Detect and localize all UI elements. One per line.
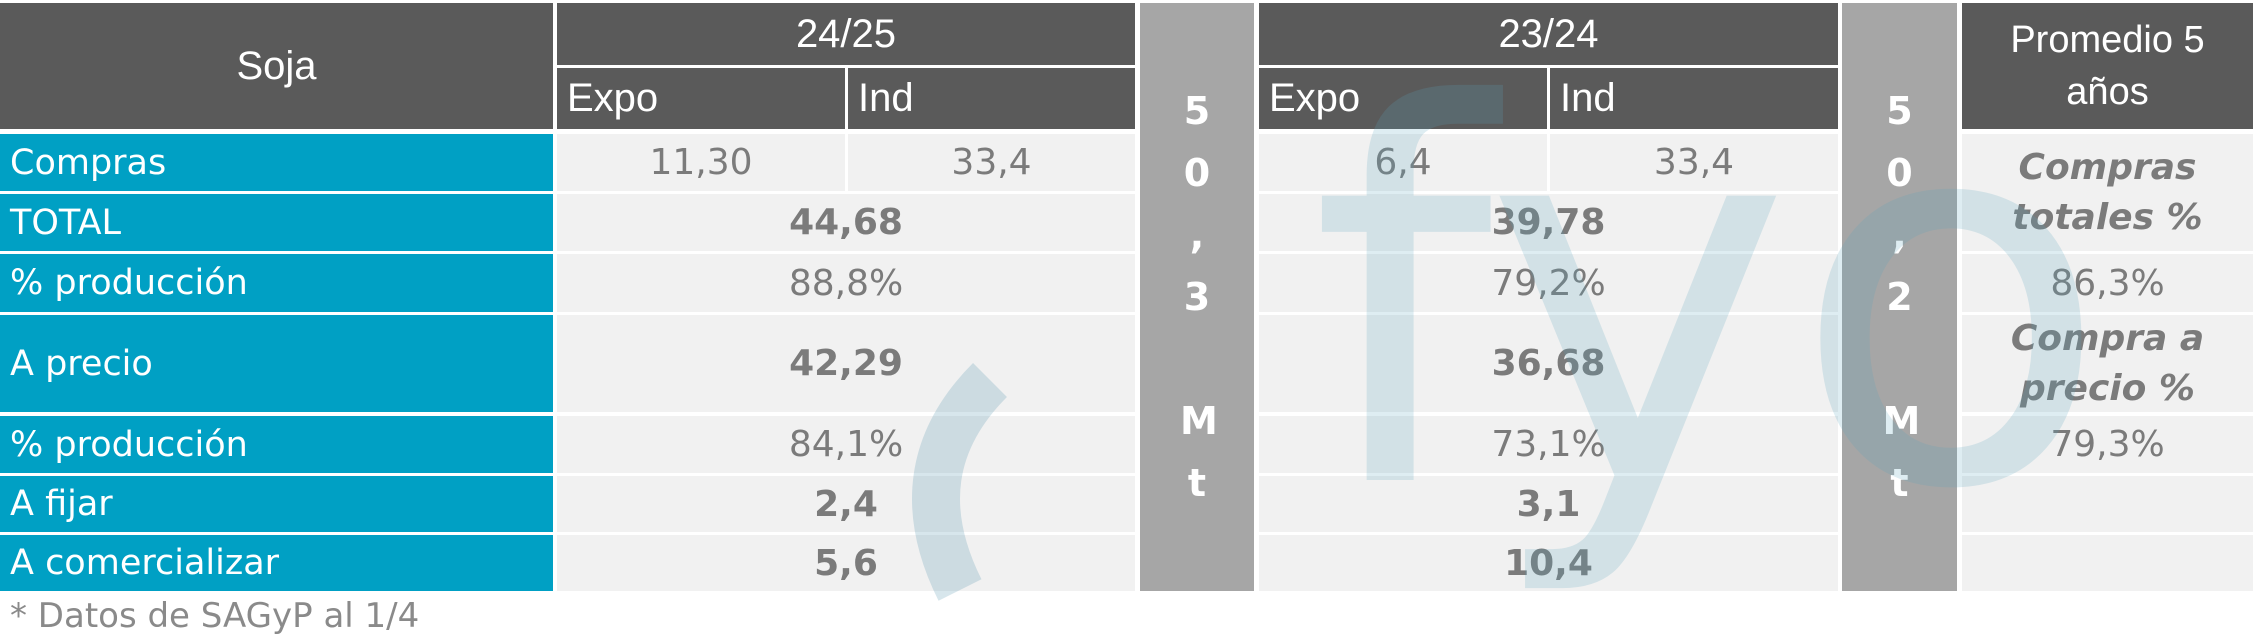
product-header: Soja — [0, 3, 553, 129]
cell-pct-precio-2324: 73,1% — [1259, 416, 1838, 473]
production-2324-value: 50,2 Mt — [1882, 89, 1921, 505]
cell-pct-2324: 79,2% — [1259, 254, 1838, 312]
row-label-compras: Compras — [0, 134, 553, 191]
avg-label-compra-precio: Compra a precio % — [1962, 315, 2253, 412]
season-header-2324: 23/24 — [1259, 3, 1838, 65]
avg-label-compras-totales: Compras totales % — [1962, 134, 2253, 251]
cell-compras-expo-2425: 11,30 — [557, 134, 845, 191]
cell-pct-2425: 88,8% — [557, 254, 1135, 312]
avg-pct-precio: 79,3% — [1962, 416, 2253, 473]
production-2425-value: 50,3 Mt — [1180, 89, 1218, 505]
expo-header-2324: Expo — [1259, 68, 1547, 129]
average-header: Promedio 5 años — [1962, 3, 2253, 129]
cell-compras-ind-2324: 33,4 — [1550, 134, 1838, 191]
cell-a-precio-2425: 42,29 — [557, 315, 1135, 412]
cell-a-comercializar-2425: 5,6 — [557, 535, 1135, 591]
avg-empty-fijar — [1962, 476, 2253, 532]
cell-a-comercializar-2324: 10,4 — [1259, 535, 1838, 591]
row-label-a-comercializar: A comercializar — [0, 535, 553, 591]
cell-compras-expo-2324: 6,4 — [1259, 134, 1547, 191]
cell-compras-ind-2425: 33,4 — [848, 134, 1135, 191]
row-label-a-precio: A precio — [0, 315, 553, 412]
cell-a-precio-2324: 36,68 — [1259, 315, 1838, 412]
row-label-total: TOTAL — [0, 194, 553, 251]
avg-pct-compras: 86,3% — [1962, 254, 2253, 312]
row-label-pct-produccion-precio: % producción — [0, 416, 553, 473]
cell-total-2324: 39,78 — [1259, 194, 1838, 251]
footnote: * Datos de SAGyP al 1/4 — [10, 596, 420, 636]
season-header-2425: 24/25 — [557, 3, 1135, 65]
production-2324: 50,2 Mt — [1842, 3, 1957, 591]
row-label-a-fijar: A fijar — [0, 476, 553, 532]
row-label-pct-produccion: % producción — [0, 254, 553, 312]
ind-header-2425: Ind — [848, 68, 1135, 129]
cell-a-fijar-2425: 2,4 — [557, 476, 1135, 532]
ind-header-2324: Ind — [1550, 68, 1838, 129]
cell-a-fijar-2324: 3,1 — [1259, 476, 1838, 532]
avg-empty-comercializar — [1962, 535, 2253, 591]
production-2425: 50,3 Mt — [1140, 3, 1254, 591]
expo-header-2425: Expo — [557, 68, 845, 129]
cell-total-2425: 44,68 — [557, 194, 1135, 251]
cell-pct-precio-2425: 84,1% — [557, 416, 1135, 473]
